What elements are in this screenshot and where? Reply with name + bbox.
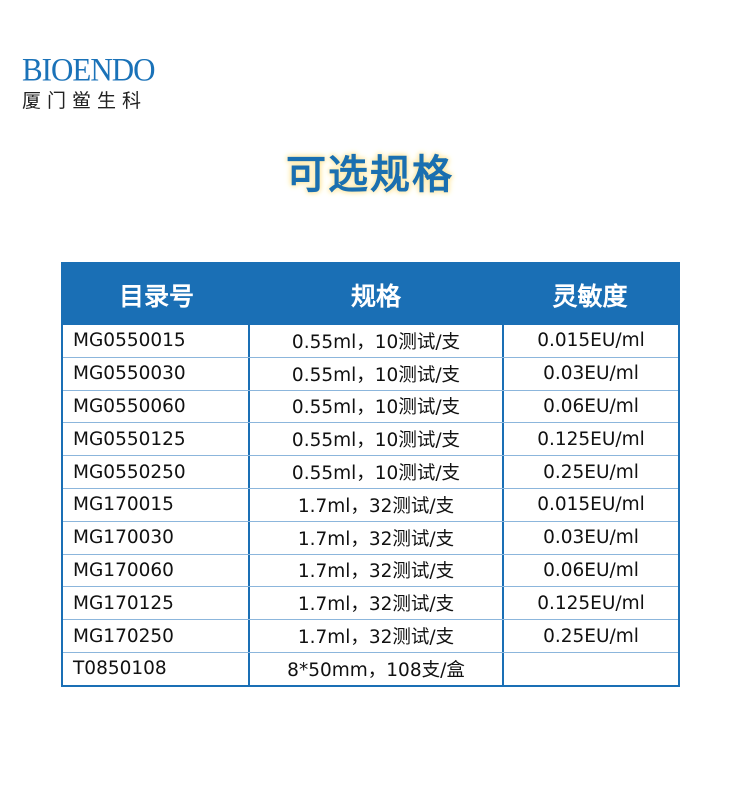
- catalog-no-cell: MG170060: [63, 554, 250, 587]
- page-title: 可选规格: [286, 152, 454, 198]
- spec-cell: 1.7ml，32测试/支: [250, 554, 504, 587]
- sensitivity-cell: 0.25EU/ml: [543, 461, 639, 483]
- table-row: MG0550250 0.55ml，10测试/支 0.25EU/ml: [63, 455, 678, 488]
- table-body: MG0550015 0.55ml，10测试/支 0.015EU/ml MG055003…: [63, 325, 678, 685]
- spec-cell: 0.55ml，10测试/支: [250, 456, 504, 488]
- catalog-no-cell: MG170125: [63, 587, 250, 620]
- catalog-no-cell: MG0550060: [63, 390, 250, 423]
- catalog-no-cell: T0850108: [63, 652, 250, 685]
- catalog-no-cell: MG0550125: [63, 423, 250, 456]
- catalog-no-cell: MG0550015: [63, 325, 250, 357]
- catalog-no-cell: MG0550030: [63, 357, 250, 390]
- logo-english: BIOENDO: [22, 51, 155, 88]
- sensitivity-cell: 0.03EU/ml: [543, 527, 639, 549]
- catalog-no-cell: MG170030: [63, 521, 250, 554]
- spec-cell: 0.55ml，10测试/支: [250, 423, 504, 456]
- spec-cell: 1.7ml，32测试/支: [250, 620, 504, 652]
- sensitivity-cell: 0.06EU/ml: [543, 559, 639, 581]
- table-row: MG0550060 0.55ml，10测试/支 0.06EU/ml: [63, 389, 678, 423]
- spec-cell: 0.55ml，10测试/支: [250, 325, 504, 357]
- spec-cell: 1.7ml，32测试/支: [250, 521, 504, 554]
- table-row: MG170030 1.7ml，32测试/支 0.03EU/ml: [63, 520, 678, 554]
- sensitivity-cell: 0.125EU/ml: [537, 592, 645, 614]
- header-catalog-no: 目录号: [118, 281, 194, 311]
- table-row: MG170015 1.7ml，32测试/支 0.015EU/ml: [63, 487, 678, 521]
- spec-table: 目录号 规格 灵敏度 MG0550015 0.55ml，10测试/支 0.015EU…: [61, 262, 680, 687]
- spec-cell: 1.7ml，32测试/支: [250, 488, 504, 521]
- table-row: MG170250 1.7ml，32测试/支 0.25EU/ml: [63, 619, 678, 652]
- sensitivity-cell: 0.015EU/ml: [537, 330, 645, 352]
- spec-cell: 1.7ml，32测试/支: [250, 587, 504, 620]
- spec-cell: 0.55ml，10测试/支: [250, 357, 504, 390]
- sensitivity-cell: 0.25EU/ml: [543, 625, 639, 647]
- sensitivity-cell: [504, 653, 678, 685]
- catalog-no-cell: MG170015: [63, 488, 250, 521]
- table-row: MG0550015 0.55ml，10测试/支 0.015EU/ml: [63, 325, 678, 357]
- catalog-no-cell: MG170250: [63, 620, 250, 652]
- table-row: MG0550030 0.55ml，10测试/支 0.03EU/ml: [63, 356, 678, 390]
- sensitivity-cell: 0.125EU/ml: [537, 428, 645, 450]
- spec-cell: 0.55ml，10测试/支: [250, 390, 504, 423]
- logo-chinese: 厦门鲎生科: [22, 90, 148, 112]
- catalog-no-cell: MG0550250: [63, 456, 250, 488]
- table-row: MG0550125 0.55ml，10测试/支 0.125EU/ml: [63, 422, 678, 456]
- table-row: T0850108 8*50mm，108支/盒: [63, 651, 678, 685]
- sensitivity-cell: 0.015EU/ml: [537, 494, 645, 516]
- header-sensitivity: 灵敏度: [552, 281, 628, 311]
- table-header: 目录号 规格 灵敏度: [63, 264, 678, 325]
- sensitivity-cell: 0.03EU/ml: [543, 363, 639, 385]
- table-row: MG170125 1.7ml，32测试/支 0.125EU/ml: [63, 586, 678, 620]
- spec-cell: 8*50mm，108支/盒: [250, 652, 504, 685]
- header-spec: 规格: [350, 281, 401, 311]
- sensitivity-cell: 0.06EU/ml: [543, 395, 639, 417]
- logo: BIOENDO 厦门鲎生科: [22, 51, 155, 114]
- table-row: MG170060 1.7ml，32测试/支 0.06EU/ml: [63, 553, 678, 587]
